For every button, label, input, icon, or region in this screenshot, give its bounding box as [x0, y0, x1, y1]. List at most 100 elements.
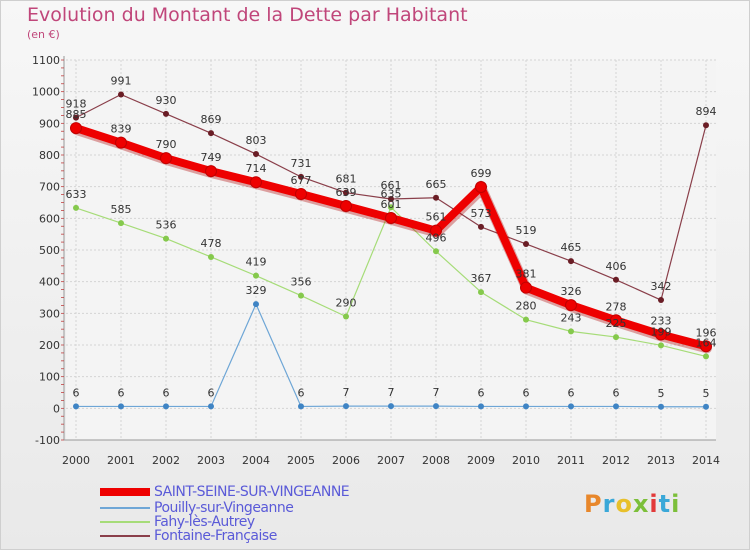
- data-point: [298, 173, 304, 180]
- axes: -100 0 100 200 300 400 500 600 700 800 900 1000 1100…: [32, 54, 720, 467]
- logo-letter: i: [671, 490, 681, 518]
- data-label: 635: [381, 187, 402, 200]
- data-point: [703, 353, 709, 360]
- proxiti-logo: Proxiti: [584, 490, 680, 518]
- data-point: [568, 403, 574, 410]
- data-point: [250, 176, 262, 189]
- data-label: 342: [651, 280, 672, 293]
- logo-letter: t: [658, 490, 672, 518]
- data-label: 6: [568, 386, 575, 399]
- data-label: 326: [561, 285, 582, 298]
- data-label: 6: [118, 386, 125, 399]
- data-label: 681: [336, 173, 357, 186]
- data-label: 5: [658, 387, 665, 400]
- legend-label-pouilly: Pouilly-sur-Vingeanne: [154, 500, 294, 516]
- data-point: [565, 299, 577, 312]
- data-point: [613, 334, 619, 341]
- data-label: 869: [201, 113, 222, 126]
- data-label: 991: [111, 75, 132, 88]
- data-point: [388, 204, 394, 211]
- data-label: 714: [246, 162, 267, 175]
- x-tick-label: 2008: [422, 454, 450, 467]
- data-label: 6: [613, 386, 620, 399]
- legend-label-fontaine: Fontaine-Française: [154, 528, 277, 544]
- data-point: [253, 272, 259, 279]
- data-label: 731: [291, 157, 312, 170]
- data-point: [478, 223, 484, 230]
- data-point: [388, 403, 394, 410]
- data-point: [115, 136, 127, 149]
- data-label: 894: [696, 105, 717, 118]
- x-tick-label: 2003: [197, 454, 225, 467]
- x-tick-label: 2006: [332, 454, 360, 467]
- data-label: 585: [111, 203, 132, 216]
- data-point: [433, 194, 439, 201]
- series-group: [70, 91, 712, 410]
- legend-label-fahy: Fahy-lès-Autrey: [154, 514, 255, 530]
- y-tick-label: 700: [39, 181, 60, 194]
- data-point: [610, 314, 622, 327]
- data-point: [73, 204, 79, 211]
- data-point: [523, 316, 529, 323]
- y-tick-label: -100: [35, 434, 60, 447]
- x-tick-label: 2014: [692, 454, 720, 467]
- data-label: 918: [66, 98, 87, 111]
- y-tick-label: 200: [39, 339, 60, 352]
- data-point: [298, 292, 304, 299]
- data-point: [475, 180, 487, 193]
- chart-title: Evolution du Montant de la Dette par Hab…: [27, 4, 468, 26]
- data-label: 561: [426, 211, 447, 224]
- data-label: 930: [156, 94, 177, 107]
- data-point: [568, 328, 574, 335]
- y-tick-label: 600: [39, 212, 60, 225]
- data-point: [253, 151, 259, 158]
- data-point: [433, 248, 439, 255]
- data-label: 356: [291, 276, 312, 289]
- data-point: [478, 289, 484, 296]
- data-label: 419: [246, 256, 267, 269]
- data-label: 677: [291, 174, 312, 187]
- legend-swatch-fahy: [100, 521, 150, 523]
- line-chart: -100 0 100 200 300 400 500 600 700 800 900 1000 1100…: [32, 54, 720, 467]
- y-tick-label: 1000: [32, 86, 60, 99]
- x-tick-label: 2004: [242, 454, 270, 467]
- data-label: 381: [516, 268, 537, 281]
- data-label: 885: [66, 108, 87, 121]
- data-point: [343, 313, 349, 320]
- data-label: 6: [208, 386, 215, 399]
- data-label: 661: [381, 179, 402, 192]
- data-label: 633: [66, 188, 87, 201]
- data-point: [703, 122, 709, 129]
- y-tick-label: 300: [39, 307, 60, 320]
- data-label: 7: [343, 386, 350, 399]
- data-point: [700, 340, 712, 353]
- data-label: 665: [426, 178, 447, 191]
- data-label: 329: [246, 284, 267, 297]
- data-point: [658, 403, 664, 410]
- x-tick-label: 2001: [107, 454, 135, 467]
- data-label: 6: [478, 386, 485, 399]
- data-point: [205, 165, 217, 178]
- data-point: [298, 403, 304, 410]
- y-tick-label: 1100: [32, 54, 60, 67]
- data-label: 6: [298, 386, 305, 399]
- data-label: 496: [426, 231, 447, 244]
- data-label: 406: [606, 260, 627, 273]
- data-label: 7: [388, 386, 395, 399]
- data-point: [118, 220, 124, 227]
- legend-item-fahy: Fahy-lès-Autrey: [100, 514, 420, 530]
- legend-item-fontaine: Fontaine-Française: [100, 528, 420, 544]
- x-tick-label: 2000: [62, 454, 90, 467]
- data-point: [613, 276, 619, 283]
- data-point: [478, 403, 484, 410]
- data-label: 790: [156, 138, 177, 151]
- data-point: [523, 240, 529, 247]
- data-label: 5: [703, 387, 710, 400]
- x-tick-label: 2007: [377, 454, 405, 467]
- data-point: [613, 403, 619, 410]
- data-label: 290: [336, 297, 357, 310]
- data-point: [253, 301, 259, 308]
- data-point: [433, 403, 439, 410]
- grid: [66, 59, 716, 441]
- x-tick-label: 2012: [602, 454, 630, 467]
